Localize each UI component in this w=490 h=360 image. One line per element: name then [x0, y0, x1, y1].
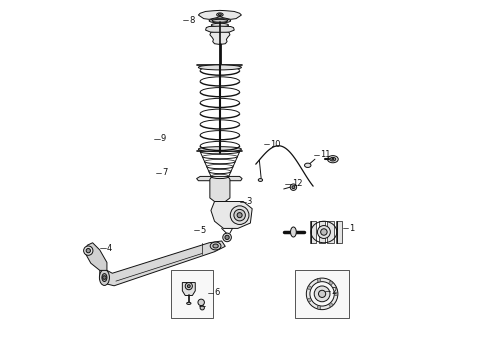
Circle shape	[329, 303, 333, 307]
Polygon shape	[205, 26, 234, 33]
Circle shape	[308, 298, 311, 302]
Circle shape	[334, 292, 338, 296]
Ellipse shape	[327, 156, 338, 163]
Circle shape	[237, 213, 242, 218]
Polygon shape	[227, 176, 242, 181]
Ellipse shape	[330, 157, 336, 161]
Text: 7: 7	[163, 168, 168, 177]
Ellipse shape	[217, 13, 223, 17]
Ellipse shape	[211, 23, 228, 27]
Ellipse shape	[102, 274, 107, 282]
Ellipse shape	[291, 227, 296, 237]
Circle shape	[187, 285, 190, 288]
Text: 1: 1	[349, 224, 354, 233]
Text: 4: 4	[107, 244, 112, 253]
Polygon shape	[182, 283, 195, 296]
Polygon shape	[198, 10, 242, 19]
Circle shape	[318, 226, 330, 238]
Text: 12: 12	[292, 179, 302, 188]
Text: 10: 10	[270, 140, 281, 149]
Circle shape	[318, 290, 326, 297]
Circle shape	[317, 306, 321, 309]
Polygon shape	[211, 202, 252, 228]
Ellipse shape	[212, 19, 228, 22]
Circle shape	[86, 248, 91, 253]
Circle shape	[308, 286, 311, 289]
Text: 11: 11	[320, 150, 331, 159]
Text: 9: 9	[161, 134, 166, 143]
Circle shape	[223, 233, 231, 242]
Ellipse shape	[99, 270, 109, 285]
Circle shape	[234, 210, 245, 221]
Ellipse shape	[198, 65, 242, 70]
Text: 2: 2	[331, 287, 336, 296]
Ellipse shape	[213, 244, 218, 248]
Bar	[318, 221, 325, 243]
Bar	[172, 270, 213, 318]
Ellipse shape	[209, 19, 231, 23]
Bar	[327, 221, 334, 243]
Polygon shape	[210, 176, 230, 202]
Bar	[295, 270, 349, 318]
Text: 8: 8	[190, 16, 195, 25]
Circle shape	[306, 278, 338, 310]
Circle shape	[290, 184, 296, 190]
Ellipse shape	[219, 14, 221, 15]
Circle shape	[84, 246, 93, 255]
Circle shape	[102, 276, 106, 279]
Text: 3: 3	[247, 197, 252, 206]
Circle shape	[314, 286, 330, 302]
Circle shape	[329, 281, 333, 285]
Bar	[310, 221, 317, 243]
Circle shape	[185, 283, 193, 290]
Circle shape	[292, 186, 295, 189]
Circle shape	[198, 299, 204, 306]
Circle shape	[320, 229, 327, 235]
Polygon shape	[85, 243, 107, 270]
Ellipse shape	[210, 242, 221, 250]
Text: 6: 6	[215, 288, 220, 297]
Circle shape	[317, 278, 321, 282]
Circle shape	[230, 206, 249, 225]
Ellipse shape	[198, 147, 242, 152]
Polygon shape	[210, 32, 230, 44]
Ellipse shape	[187, 302, 191, 305]
Text: 5: 5	[200, 226, 205, 235]
Ellipse shape	[258, 179, 263, 181]
Circle shape	[225, 235, 229, 239]
Circle shape	[200, 306, 204, 310]
Ellipse shape	[304, 163, 311, 167]
Ellipse shape	[332, 158, 334, 160]
Polygon shape	[196, 176, 213, 181]
Circle shape	[310, 282, 334, 306]
Polygon shape	[100, 241, 225, 286]
Bar	[336, 221, 342, 243]
